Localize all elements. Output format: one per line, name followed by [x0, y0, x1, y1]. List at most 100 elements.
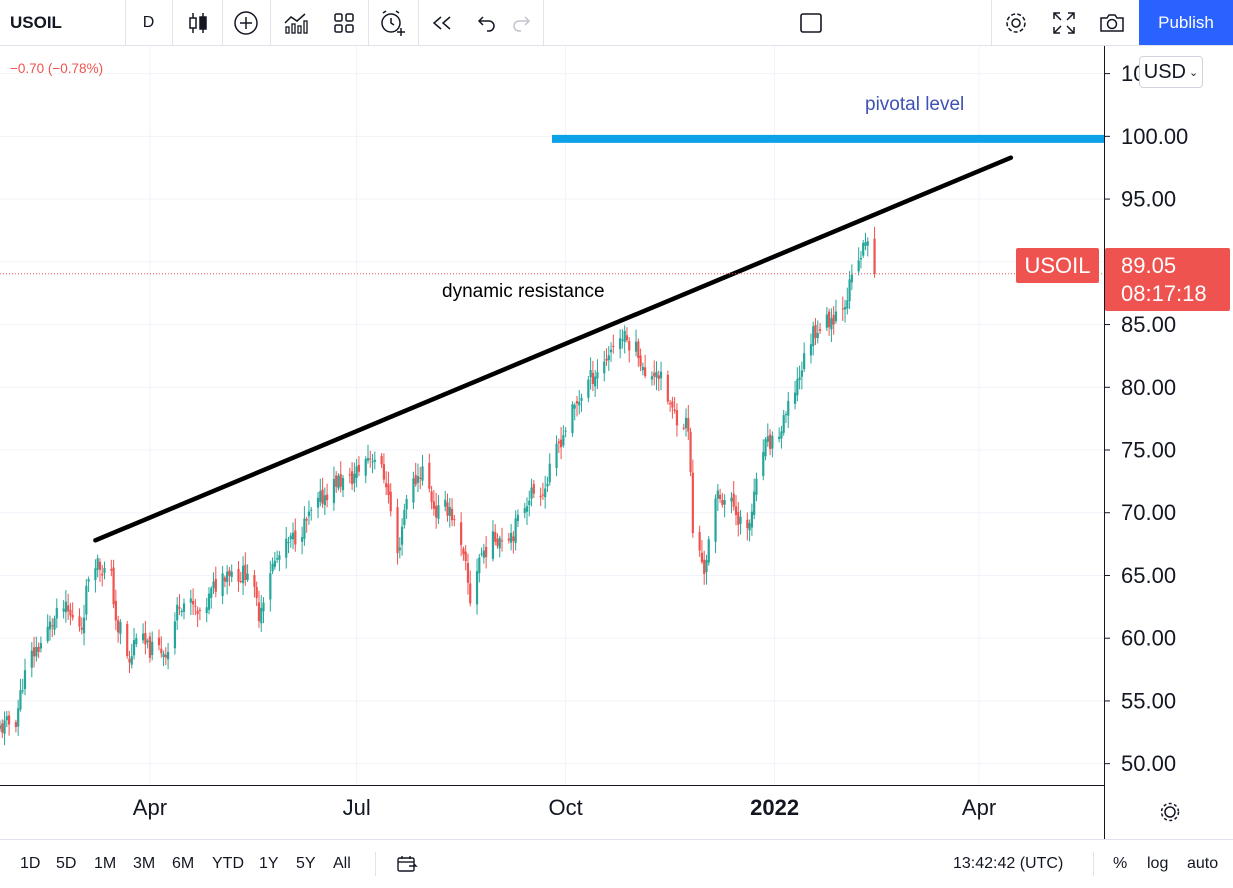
candle-body: [323, 495, 326, 506]
candle-body: [637, 341, 640, 359]
symbol-search[interactable]: USOIL: [10, 12, 62, 32]
candle-body: [659, 371, 663, 379]
candle-body: [482, 550, 485, 558]
pivotal-level-label[interactable]: pivotal level: [865, 94, 965, 115]
candle-body: [103, 567, 106, 573]
candle-body: [117, 620, 120, 633]
candle-body: [96, 558, 99, 570]
candle-body: [373, 459, 376, 462]
candle-body: [530, 487, 533, 499]
candle-body: [691, 472, 694, 534]
candle-body: [244, 564, 247, 580]
candle-body: [591, 372, 594, 385]
range-1y[interactable]: 1Y: [259, 855, 279, 872]
candle-body: [762, 451, 765, 476]
redo-icon: [513, 15, 531, 32]
price-chart[interactable]: 50.00 55.00 60.00 65.00 70.00 75.00 80.00 85.00…: [0, 46, 1233, 839]
candle-body: [289, 535, 292, 540]
candle-body: [35, 646, 38, 657]
candle-body: [48, 621, 52, 630]
range-ytd[interactable]: YTD: [212, 855, 244, 872]
candle-body: [734, 506, 738, 516]
range-5d[interactable]: 5D: [56, 855, 77, 872]
candle-body: [398, 547, 401, 551]
candle-body: [0, 725, 2, 729]
dynamic-resistance-line: [93, 155, 1014, 543]
log-toggle[interactable]: log: [1147, 855, 1169, 872]
candle-body: [707, 539, 710, 563]
undo-button[interactable]: [466, 0, 506, 45]
candle-body: [625, 335, 629, 341]
candle-body: [546, 483, 549, 487]
candle-body: [675, 410, 679, 426]
candle-body: [623, 331, 626, 342]
range-5y[interactable]: 5Y: [296, 855, 316, 872]
utc-clock[interactable]: 13:42:42 (UTC): [953, 855, 1064, 872]
range-6m[interactable]: 6M: [172, 855, 195, 872]
candle-body: [357, 464, 361, 472]
candle-body: [809, 344, 813, 356]
candlestick-series: [0, 226, 876, 746]
price-axis: 50.00 55.00 60.00 65.00 70.00 75.00 80.00 85.00…: [1104, 61, 1188, 776]
goto-date-button[interactable]: [396, 840, 418, 888]
candle-body: [796, 379, 799, 396]
candle-body: [301, 537, 304, 542]
candle-body: [164, 654, 167, 658]
candle-body: [198, 609, 202, 611]
indicators-icon: [284, 12, 308, 34]
toolbar-divider: [172, 0, 173, 45]
interval-button[interactable]: D: [142, 13, 155, 31]
alert-icon: [381, 9, 405, 36]
range-all[interactable]: All: [333, 855, 351, 872]
add-indicator-icon: [234, 10, 258, 35]
dynamic-resistance-label[interactable]: dynamic resistance: [442, 281, 605, 302]
candles-icon: [189, 12, 207, 33]
fullscreen-button[interactable]: [1041, 0, 1087, 45]
alert-button[interactable]: [370, 0, 416, 45]
candle-body: [655, 371, 658, 378]
candle-body: [850, 274, 853, 283]
candle-body: [273, 560, 276, 567]
candle-body: [389, 491, 392, 512]
layout-button[interactable]: [321, 0, 367, 45]
redo-button[interactable]: [502, 0, 542, 45]
candle-body: [230, 571, 233, 577]
candle-body: [816, 333, 819, 338]
candle-body: [400, 526, 404, 545]
candle-body: [475, 571, 479, 605]
range-3m[interactable]: 3M: [133, 855, 156, 872]
candle-body: [714, 498, 717, 542]
chart-type-button[interactable]: [176, 0, 220, 45]
candle-body: [555, 443, 558, 468]
settings-button[interactable]: [993, 0, 1039, 45]
candle-body: [634, 341, 638, 352]
settings-icon: [1006, 12, 1026, 33]
candle-body: [176, 604, 179, 621]
compare-button[interactable]: [224, 0, 268, 45]
candle-body: [194, 605, 197, 607]
candle-body: [778, 436, 781, 440]
candle-body: [257, 602, 261, 622]
candle-body: [737, 511, 740, 525]
publish-button[interactable]: Publish: [1139, 0, 1233, 45]
range-1m[interactable]: 1M: [94, 855, 117, 872]
candle-body: [260, 607, 263, 624]
percent-toggle[interactable]: %: [1113, 855, 1128, 872]
candle-body: [3, 720, 6, 734]
price-tick-label: 100.00: [1121, 124, 1188, 149]
currency-select[interactable]: USD ⌄: [1139, 56, 1203, 88]
snapshot-button[interactable]: [1089, 0, 1135, 45]
replay-button[interactable]: [420, 0, 464, 45]
candle-body: [71, 614, 74, 618]
candle-body: [223, 577, 226, 582]
candle-body: [500, 540, 504, 542]
axis-settings-button[interactable]: [1160, 802, 1180, 822]
candle-body: [780, 431, 783, 439]
indicators-button[interactable]: [273, 0, 319, 45]
candle-body: [228, 570, 231, 576]
range-1d[interactable]: 1D: [20, 855, 41, 872]
auto-toggle[interactable]: auto: [1187, 855, 1219, 872]
candle-body: [421, 466, 424, 481]
drawing-rectangle-button[interactable]: [788, 0, 834, 45]
candle-body: [212, 581, 215, 589]
